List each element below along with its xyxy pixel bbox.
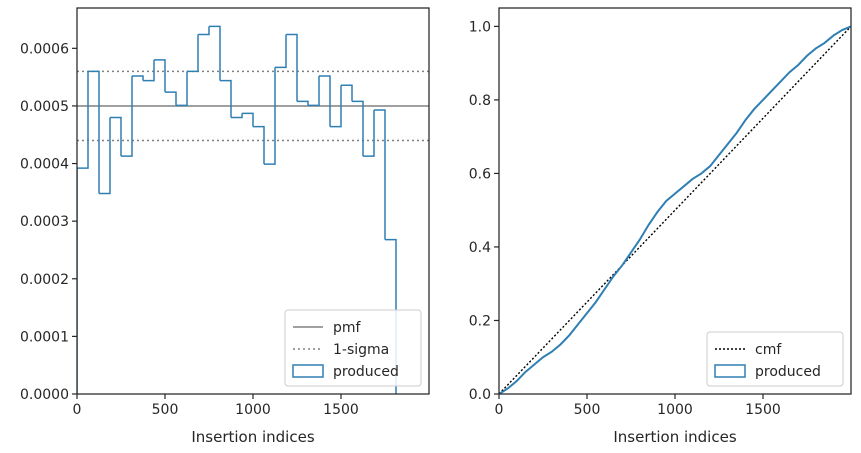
legend-produced-swatch (292, 364, 324, 378)
plot-area (499, 25, 851, 394)
y-tick-label: 0.0003 (20, 214, 69, 230)
produced-bin (286, 33, 298, 102)
pmf-chart-panel: 0 500 1000 1500 0.0000 0.0001 0.0002 0.0003 0.00… (20, 7, 430, 446)
produced-bin (341, 84, 353, 102)
legend: pmf 1-sigma produced (284, 309, 422, 387)
produced-bin (132, 75, 144, 81)
x-tick-label: 500 (574, 402, 601, 418)
produced-bin (198, 26, 210, 36)
produced-bin (77, 71, 89, 394)
produced-bin (363, 109, 375, 157)
cmf-line (499, 25, 851, 394)
produced-bin (297, 100, 309, 106)
cmf-chart-panel: 0 500 1000 1500 0.0 0.2 0.4 0.6 0.8 1.0 Insertion … (469, 7, 852, 446)
x-tick-label: 1000 (657, 402, 693, 418)
produced-bin (308, 75, 320, 107)
legend: cmf produced (706, 331, 844, 387)
produced-bin (242, 112, 254, 127)
produced-bin (352, 100, 364, 157)
produced-bin (209, 25, 221, 81)
produced-bin (220, 79, 232, 118)
produced-bin (231, 113, 243, 119)
produced-bin (374, 109, 386, 240)
x-tick-label: 500 (152, 402, 179, 418)
produced-bin (88, 70, 100, 194)
y-tick-label: 0.0002 (20, 272, 69, 288)
y-tick-label: 0.0001 (20, 329, 69, 345)
y-tick-label: 0.0005 (20, 99, 69, 115)
legend-label-cmf: cmf (755, 342, 782, 358)
produced-bin (319, 75, 331, 127)
produced-bin (99, 117, 111, 195)
legend-label-sigma: 1-sigma (333, 342, 389, 358)
y-tick-label: 0.2 (469, 313, 491, 329)
x-tick-label: 0 (73, 402, 82, 418)
produced-bin (110, 116, 122, 157)
x-axis-label: Insertion indices (191, 428, 314, 446)
produced-bin (253, 125, 265, 165)
legend-label-produced: produced (333, 364, 399, 380)
x-axis-label: Insertion indices (613, 428, 736, 446)
legend-produced-swatch (714, 364, 746, 378)
y-tick-label: 0.0006 (20, 41, 69, 57)
produced-bin (176, 71, 188, 107)
produced-bin (264, 67, 276, 165)
legend-label-produced: produced (755, 364, 821, 380)
y-tick-label: 1.0 (469, 19, 491, 35)
produced-bin (187, 34, 199, 73)
y-tick-label: 0.0000 (20, 387, 69, 403)
produced-bin (275, 34, 287, 69)
produced-bin (121, 75, 133, 157)
legend-box (284, 309, 422, 387)
x-tick-label: 1000 (235, 402, 271, 418)
y-tick-label: 0.6 (469, 166, 491, 182)
legend-label-pmf: pmf (333, 320, 362, 336)
y-tick-label: 0.0004 (20, 157, 69, 173)
x-tick-label: 1500 (323, 402, 359, 418)
legend-box (706, 331, 844, 387)
produced-bin (165, 91, 177, 106)
produced-bin (330, 85, 342, 128)
y-tick-label: 0.0 (469, 387, 491, 403)
produced-bin (154, 59, 166, 93)
y-tick-label: 0.4 (469, 240, 491, 256)
x-tick-label: 1500 (745, 402, 781, 418)
produced-cumulative-line (499, 25, 851, 394)
produced-bin (143, 59, 155, 82)
y-tick-label: 0.8 (469, 93, 491, 109)
x-tick-label: 0 (495, 402, 504, 418)
